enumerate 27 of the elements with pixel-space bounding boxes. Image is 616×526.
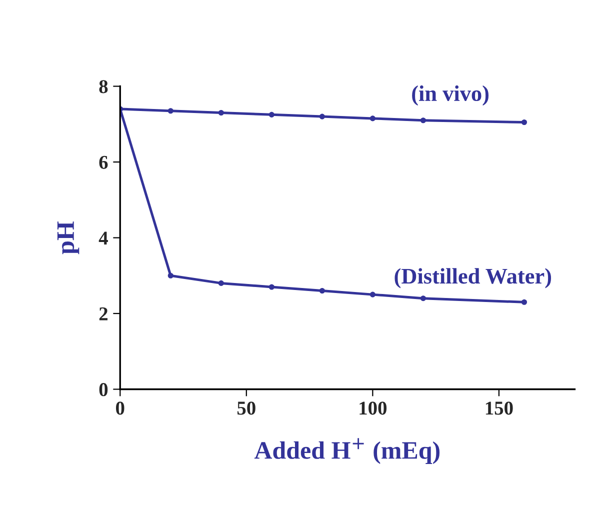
point	[420, 296, 426, 302]
x-tick-label: 50	[237, 402, 256, 415]
point	[521, 299, 527, 305]
y-axis-title: pH	[57, 221, 80, 254]
point	[521, 119, 527, 126]
x-tick-label: 150	[486, 402, 513, 415]
y-tick-label: 0	[99, 383, 108, 396]
series-label: (in vivo)	[412, 85, 489, 106]
point	[319, 114, 325, 120]
point	[268, 112, 274, 118]
point	[319, 288, 325, 294]
y-tick-label: 8	[99, 80, 108, 94]
point	[168, 272, 174, 278]
point	[370, 116, 376, 122]
x-tick-label: 100	[360, 402, 387, 415]
y-tick-label: 4	[98, 232, 108, 244]
x-axis-title: Added H$^{+}$ (mEq)	[254, 438, 440, 464]
point	[420, 118, 426, 124]
y-tick-label: 2	[99, 307, 108, 320]
y-tick-label: 6	[99, 156, 108, 169]
point	[168, 108, 174, 114]
point	[268, 284, 274, 290]
x-tick-label: 0	[116, 402, 124, 415]
point	[218, 280, 224, 286]
point	[370, 292, 376, 298]
series-label: (Distilled Water)	[394, 268, 552, 288]
point	[218, 110, 224, 116]
